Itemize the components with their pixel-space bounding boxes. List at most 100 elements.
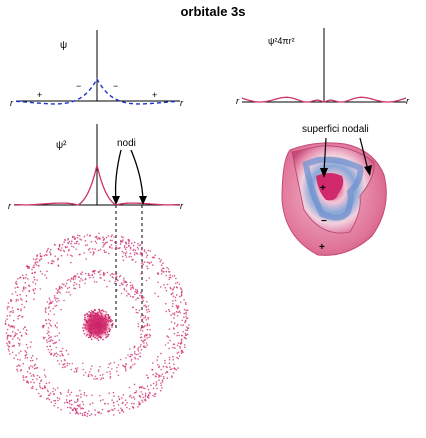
- density-dot: [18, 314, 21, 317]
- density-dot: [121, 397, 123, 399]
- density-dot: [96, 335, 99, 337]
- density-dot: [122, 279, 125, 281]
- density-dot: [49, 310, 52, 312]
- density-dot: [129, 284, 132, 287]
- density-dot: [8, 334, 10, 337]
- density-dot: [132, 258, 134, 261]
- density-dot: [139, 253, 142, 255]
- r-label-right-radial: r: [406, 96, 409, 106]
- density-dot: [102, 399, 104, 401]
- density-dot: [84, 411, 87, 414]
- density-dot: [26, 381, 28, 384]
- density-dot: [98, 310, 101, 313]
- density-dot: [20, 308, 22, 310]
- density-dot: [173, 286, 175, 289]
- density-dot: [142, 314, 144, 317]
- density-dot: [29, 346, 32, 348]
- density-dot: [158, 379, 160, 382]
- density-dot: [54, 305, 56, 308]
- density-dot: [88, 334, 91, 336]
- density-dot: [76, 237, 79, 239]
- density-dot: [148, 310, 151, 313]
- density-dot: [165, 310, 167, 313]
- density-dot: [42, 326, 45, 328]
- density-dot: [107, 314, 109, 316]
- density-dot: [123, 246, 126, 249]
- density-dot: [108, 252, 110, 255]
- density-dot: [97, 370, 100, 373]
- density-dot: [48, 334, 50, 337]
- density-dot: [173, 367, 175, 369]
- density-dot: [41, 387, 44, 390]
- density-dot: [118, 412, 121, 414]
- density-dot: [157, 363, 159, 366]
- density-dot: [89, 316, 92, 318]
- density-dot: [132, 286, 134, 288]
- density-dot: [60, 308, 62, 311]
- density-dot: [98, 326, 101, 329]
- density-dot: [17, 337, 19, 339]
- density-dot: [149, 392, 151, 395]
- density-dot: [132, 296, 135, 298]
- density-dot: [131, 242, 133, 245]
- density-dot: [74, 287, 77, 290]
- density-dot: [152, 373, 154, 376]
- density-dot: [179, 345, 181, 348]
- density-dot: [43, 369, 46, 371]
- psi-curve: [15, 77, 179, 105]
- density-dot: [171, 293, 173, 295]
- density-dot: [73, 287, 75, 290]
- density-dot: [157, 281, 159, 284]
- density-dot: [44, 374, 46, 376]
- density-dot: [125, 251, 128, 253]
- density-dot: [89, 414, 91, 417]
- density-dot: [4, 322, 7, 325]
- density-dot: [128, 386, 131, 389]
- density-dot: [77, 395, 79, 397]
- density-dot: [61, 353, 63, 355]
- density-dot: [167, 336, 170, 339]
- density-dot: [128, 408, 131, 410]
- density-dot: [137, 248, 139, 250]
- density-dot: [138, 309, 141, 312]
- density-dot: [94, 375, 97, 378]
- density-dot: [133, 346, 136, 348]
- density-dot: [164, 362, 166, 364]
- density-dot: [88, 274, 91, 277]
- sphere-sign-minus: −: [321, 216, 327, 227]
- density-dot: [148, 262, 151, 265]
- density-dot: [140, 252, 143, 255]
- density-dot: [177, 331, 179, 334]
- density-dot: [129, 248, 132, 250]
- density-dot: [88, 330, 90, 333]
- density-dot: [148, 397, 150, 399]
- density-dot: [60, 249, 62, 252]
- density-dot: [96, 281, 98, 283]
- density-dot: [64, 366, 67, 368]
- density-dot: [39, 387, 42, 389]
- density-dot: [132, 407, 135, 409]
- density-dot: [33, 292, 36, 295]
- density-dot: [130, 402, 133, 405]
- density-dot: [75, 242, 78, 245]
- density-dot: [30, 357, 33, 359]
- density-dot: [82, 327, 84, 329]
- density-dot: [79, 389, 81, 392]
- density-dot: [58, 332, 61, 335]
- density-dot: [105, 251, 107, 253]
- density-dot: [147, 308, 150, 311]
- density-dot: [160, 375, 162, 377]
- density-dot: [56, 289, 59, 292]
- density-dot: [119, 243, 122, 245]
- density-dot: [106, 318, 108, 321]
- density-dot: [99, 394, 101, 397]
- density-dot: [129, 252, 132, 255]
- density-dot: [15, 298, 18, 301]
- density-dot: [128, 242, 130, 244]
- density-dot: [87, 272, 90, 275]
- density-dot: [89, 403, 91, 406]
- density-dot: [76, 370, 78, 372]
- density-dot: [160, 382, 162, 384]
- density-dot: [54, 389, 57, 391]
